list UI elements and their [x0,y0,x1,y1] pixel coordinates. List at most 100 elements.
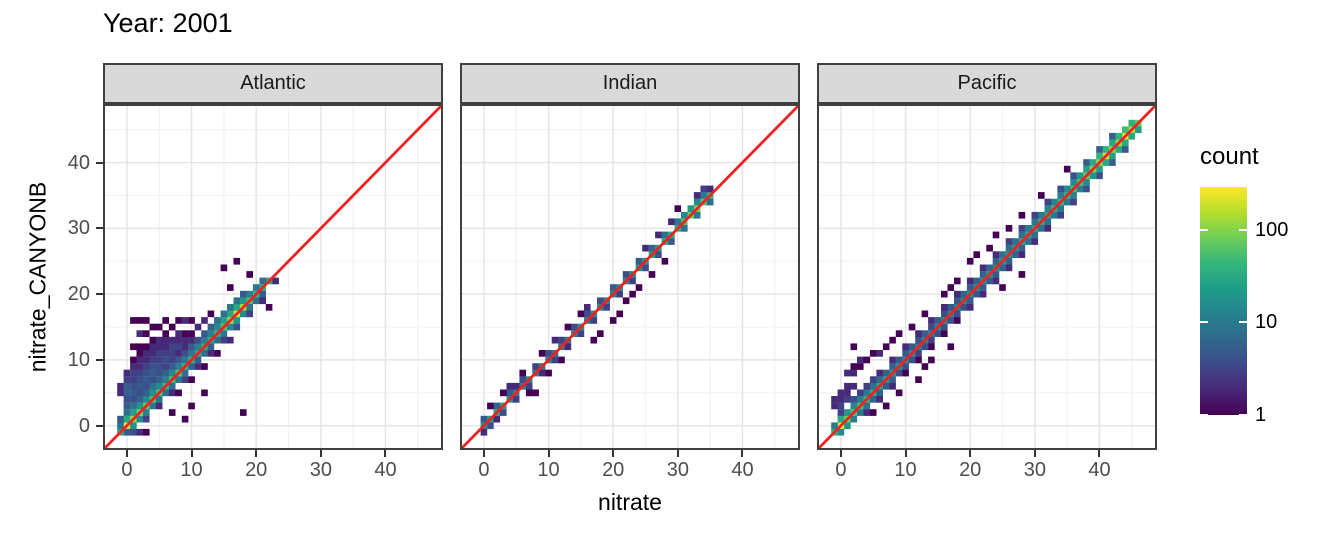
count-bin [168,363,176,370]
count-bin [584,310,591,318]
count-bin [214,317,221,324]
count-bin [130,396,137,403]
count-bin [207,310,215,318]
facet-strip-atlantic: Atlantic [103,63,443,104]
count-bin [1005,225,1013,232]
count-bin [1109,152,1116,160]
count-bin [136,343,144,351]
count-bin [117,389,124,397]
count-bin [194,323,202,331]
count-bin [1089,172,1097,180]
x-tick-mark [839,450,842,457]
count-bin [175,343,182,351]
x-tick-label: 0 [835,459,847,481]
count-bin [1063,185,1071,193]
count-bin [188,402,195,410]
count-bin [227,284,234,291]
count-bin [207,323,215,331]
count-bin [227,304,234,311]
count-bin [130,376,137,383]
count-bin [954,290,961,298]
x-tick-label: 40 [1088,459,1111,481]
count-bin [220,317,228,324]
count-bin [1135,126,1142,134]
plot-title: Year: 2001 [103,8,233,38]
count-bin [149,389,157,397]
count-bin [162,317,169,324]
count-bin [143,343,150,351]
count-bin [188,317,195,324]
count-bin [895,369,903,377]
count-bin [512,396,520,403]
count-bin [954,317,961,324]
count-bin [545,369,552,377]
count-bin [1044,205,1052,212]
count-bin [1018,244,1026,252]
count-bin [837,396,845,403]
count-bin [1038,225,1045,232]
count-bin [155,363,163,370]
count-bin [201,363,208,370]
count-bin [149,402,157,410]
count-bin [1089,159,1097,166]
panel-border [103,104,443,450]
x-tick-mark [741,450,744,457]
count-bin [155,369,163,377]
count-bin [149,336,157,344]
count-bin [954,310,961,318]
count-bin [123,376,131,383]
count-bin [1070,198,1077,206]
count-bin [960,290,967,298]
count-bin [915,356,922,364]
count-bin [1076,172,1084,180]
count-bin [577,330,585,337]
count-bin [551,356,559,364]
count-bin [954,297,961,305]
count-bin [259,297,266,305]
x-tick-label: 30 [666,459,689,481]
count-bin [155,343,163,351]
count-bin [966,304,974,311]
count-bin [240,310,247,318]
count-bin [558,356,565,364]
count-bin [233,297,241,305]
count-bin [130,369,137,377]
count-bin [162,356,169,364]
count-bin [201,350,208,357]
count-bin [1005,264,1013,272]
count-bin [155,376,163,383]
count-bin [500,389,507,397]
count-bin [149,350,157,357]
count-bin [844,396,851,403]
count-bin [876,350,883,357]
count-bin [181,343,189,351]
count-bin [162,343,169,351]
x-tick-label: 0 [478,459,490,481]
count-bin [143,415,150,423]
count-bin [227,336,234,344]
identity-reference-line [103,104,443,450]
count-bin [175,389,182,397]
count-bin [1057,192,1064,199]
count-bin [194,363,202,370]
count-bin [207,350,215,357]
count-bin [947,304,955,311]
count-bin [597,330,604,337]
x-tick-mark [190,450,193,457]
count-bin [616,290,623,298]
count-bin [194,343,202,351]
count-bin [889,363,896,370]
count-bin [168,389,176,397]
count-bin [136,330,144,337]
count-bin [882,382,890,390]
count-bin [590,317,598,324]
count-bin [999,284,1006,291]
count-bin [1083,165,1090,173]
count-bin [973,277,980,285]
y-tick-mark [96,161,103,164]
count-bin [1083,185,1090,193]
x-tick-label: 10 [180,459,203,481]
count-bin [609,284,617,291]
count-bin [693,198,701,206]
